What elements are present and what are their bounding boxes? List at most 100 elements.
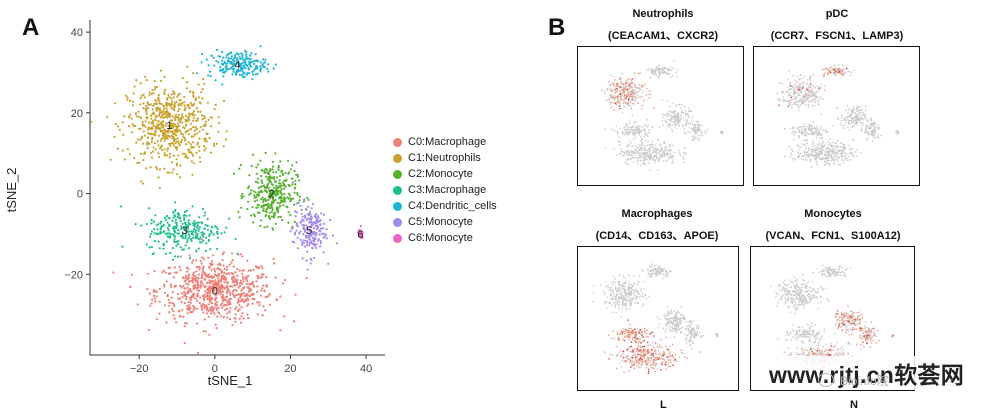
point-cluster-6 <box>361 236 364 239</box>
marker-point <box>654 352 657 355</box>
marker-point <box>619 153 622 155</box>
marker-point <box>648 156 651 158</box>
point-cluster-1 <box>145 167 148 170</box>
marker-point <box>641 90 644 93</box>
point-cluster-0 <box>221 253 224 256</box>
point-cluster-2 <box>257 187 260 190</box>
point-cluster-0 <box>215 283 218 286</box>
point-cluster-0 <box>212 254 215 257</box>
point-cluster-5 <box>306 241 309 244</box>
point-cluster-4 <box>233 54 237 57</box>
point-cluster-0 <box>241 312 244 315</box>
marker-point <box>787 93 790 95</box>
point-cluster-3 <box>194 229 198 232</box>
marker-point <box>622 350 625 353</box>
point-cluster-1 <box>151 138 154 141</box>
point-cluster-1 <box>198 156 201 159</box>
point-cluster-0 <box>242 286 245 289</box>
marker-panel-name: Macrophages <box>621 208 693 220</box>
point-cluster-5 <box>322 236 325 239</box>
marker-point <box>629 308 631 310</box>
marker-point <box>798 125 801 128</box>
marker-point <box>611 82 614 84</box>
marker-point <box>863 116 866 119</box>
marker-point <box>655 358 658 360</box>
marker-point <box>617 296 620 298</box>
marker-point <box>643 345 646 348</box>
point-cluster-1 <box>185 81 188 84</box>
marker-point <box>826 154 829 157</box>
point-cluster-2 <box>264 199 267 203</box>
marker-point <box>655 148 658 150</box>
point-cluster-0 <box>229 302 232 305</box>
marker-point <box>609 103 612 105</box>
marker-point <box>630 287 633 289</box>
marker-point <box>794 131 797 133</box>
marker-point <box>821 151 824 153</box>
marker-point <box>638 353 641 355</box>
point-cluster-2 <box>283 179 286 182</box>
marker-point <box>631 152 634 154</box>
point-cluster-3 <box>174 230 177 233</box>
point-cluster-0 <box>147 328 150 331</box>
point-cluster-1 <box>124 94 128 97</box>
marker-point <box>653 347 655 349</box>
point-cluster-0 <box>225 295 228 299</box>
marker-point <box>827 156 829 158</box>
point-cluster-4 <box>257 60 260 63</box>
marker-point <box>792 75 794 77</box>
marker-point <box>631 95 634 97</box>
point-cluster-0 <box>163 291 166 294</box>
point-cluster-1 <box>177 116 180 119</box>
marker-point <box>792 157 794 160</box>
point-cluster-2 <box>293 187 296 190</box>
marker-point <box>817 89 820 92</box>
point-cluster-0 <box>112 271 115 274</box>
marker-point <box>647 352 649 354</box>
marker-point <box>830 153 833 156</box>
marker-point <box>673 112 676 115</box>
point-cluster-4 <box>229 62 232 65</box>
point-cluster-0 <box>172 310 175 313</box>
point-cluster-0 <box>219 264 222 267</box>
marker-point <box>847 108 850 111</box>
marker-point <box>637 350 640 353</box>
point-cluster-0 <box>242 277 245 280</box>
marker-point <box>823 68 826 71</box>
marker-point <box>621 151 623 153</box>
point-cluster-0 <box>223 276 226 279</box>
marker-point <box>624 292 626 295</box>
point-cluster-1 <box>188 148 191 151</box>
marker-point <box>657 75 660 78</box>
marker-point <box>631 114 634 117</box>
marker-point <box>654 349 656 351</box>
point-cluster-0 <box>237 309 240 313</box>
marker-point <box>618 351 620 354</box>
marker-point <box>793 91 796 94</box>
marker-point <box>614 281 617 284</box>
marker-point <box>629 91 631 93</box>
point-cluster-0 <box>236 301 239 304</box>
marker-point <box>864 113 866 116</box>
marker-point <box>641 358 644 361</box>
point-cluster-1 <box>195 151 198 154</box>
legend-swatch <box>393 169 402 179</box>
point-cluster-1 <box>162 126 165 129</box>
point-cluster-5 <box>302 239 305 242</box>
point-cluster-1 <box>173 123 176 126</box>
marker-point <box>625 152 628 155</box>
point-cluster-0 <box>211 283 215 286</box>
legend-swatch <box>393 153 402 163</box>
marker-point <box>848 121 850 123</box>
point-cluster-0 <box>230 261 233 264</box>
point-cluster-1 <box>218 121 221 125</box>
marker-point <box>805 139 807 142</box>
point-cluster-4 <box>242 72 245 75</box>
point-cluster-1 <box>215 142 218 145</box>
marker-point <box>807 91 810 94</box>
point-cluster-1 <box>213 142 216 145</box>
marker-point <box>802 102 804 105</box>
point-cluster-3 <box>225 226 228 229</box>
point-cluster-0 <box>242 317 245 320</box>
point-cluster-1 <box>163 152 166 155</box>
